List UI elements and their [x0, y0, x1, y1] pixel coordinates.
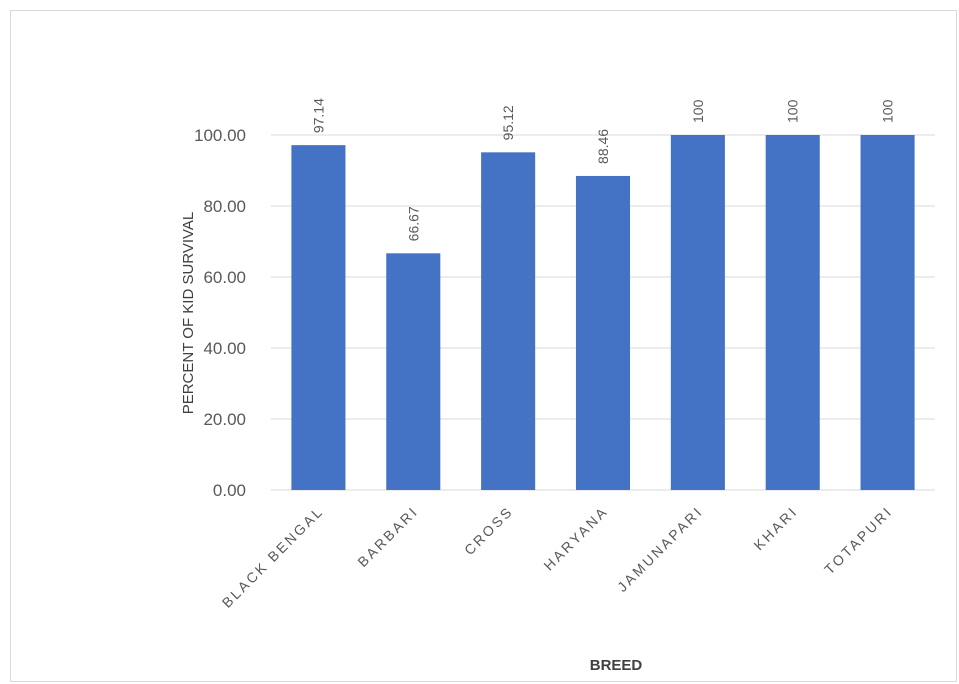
bar — [386, 253, 441, 490]
y-tick-label: 40.00 — [203, 339, 246, 358]
data-label: 100 — [690, 99, 706, 123]
x-tick-label: BLACK BENGAL — [219, 503, 327, 611]
y-tick-labels: 0.00 20.00 40.00 60.00 80.00 100.00 — [194, 126, 246, 500]
bars — [291, 135, 915, 491]
data-label: 97.14 — [310, 98, 326, 133]
x-tick-label: HARYANA — [540, 503, 611, 574]
x-tick-label: JAMUNAPARI — [614, 503, 706, 595]
data-labels: 97.14 66.67 95.12 88.46 100 100 100 — [310, 98, 895, 241]
bar — [291, 145, 346, 490]
x-tick-label: CROSS — [461, 503, 516, 558]
data-label: 95.12 — [500, 105, 516, 140]
y-tick-label: 60.00 — [203, 268, 246, 287]
bar — [481, 152, 536, 490]
data-label: 66.67 — [405, 206, 421, 241]
data-label: 100 — [880, 99, 896, 123]
y-tick-label: 80.00 — [203, 197, 246, 216]
x-axis-title: BREED — [590, 657, 643, 674]
bar — [575, 175, 631, 491]
y-tick-label: 20.00 — [203, 410, 246, 429]
x-tick-label: KHARI — [750, 503, 800, 553]
x-tick-label: BARBARI — [354, 503, 421, 570]
bar — [765, 135, 820, 490]
y-tick-label: 0.00 — [213, 481, 246, 500]
y-axis-title: PERCENT OF KID SURVIVAL — [180, 212, 197, 415]
bar — [860, 135, 915, 490]
data-label: 100 — [785, 99, 801, 123]
x-tick-labels: BLACK BENGAL BARBARI CROSS HARYANA JAMUNAPAR… — [219, 503, 896, 611]
bar — [670, 135, 725, 490]
x-tick-label: TOTAPURI — [821, 503, 896, 578]
y-tick-label: 100.00 — [194, 126, 246, 145]
data-label: 88.46 — [595, 129, 611, 164]
